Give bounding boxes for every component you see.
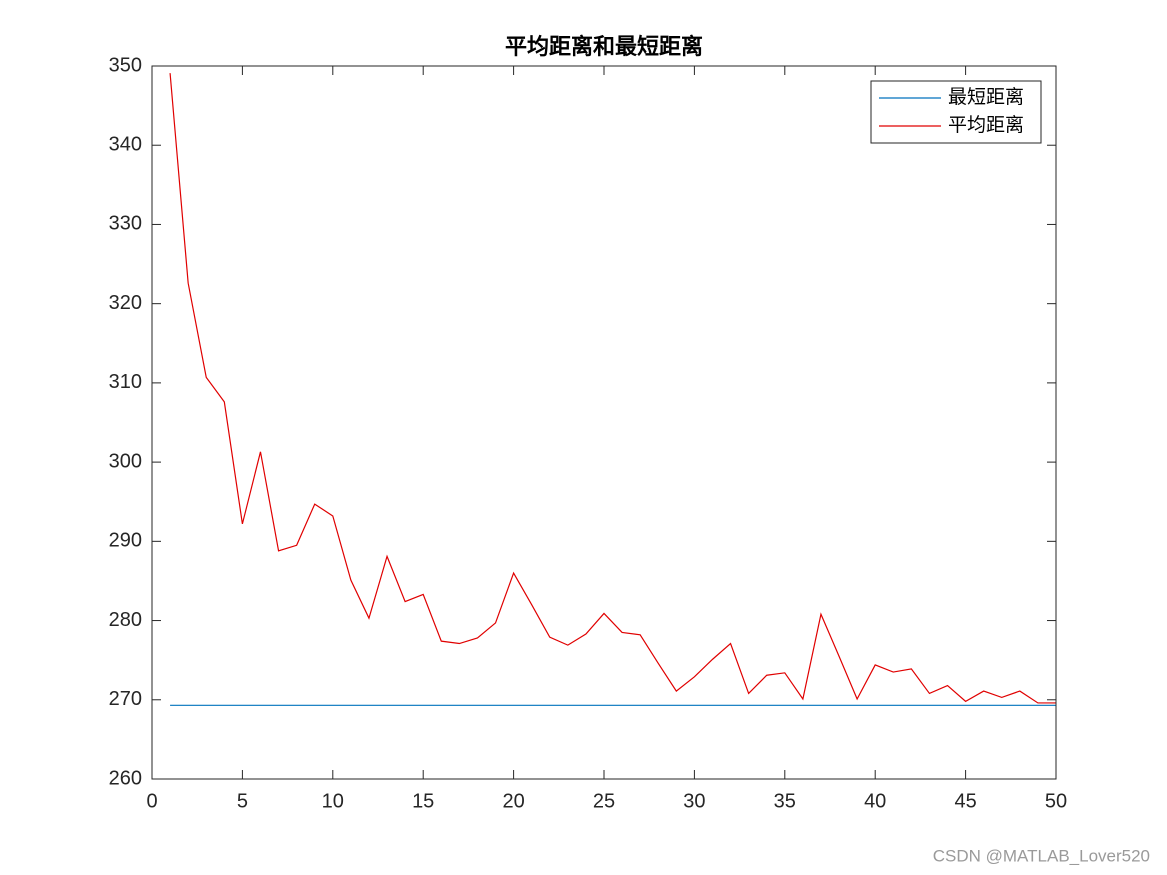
watermark: CSDN @MATLAB_Lover520 xyxy=(933,846,1150,865)
x-tick-label: 45 xyxy=(954,790,976,812)
legend-box xyxy=(870,80,1042,144)
y-tick-label: 270 xyxy=(109,688,142,710)
y-tick-label: 320 xyxy=(109,292,142,314)
x-tick-label: 0 xyxy=(146,790,157,812)
y-tick-label: 350 xyxy=(109,54,142,76)
y-tick-label: 300 xyxy=(109,450,142,472)
series-line xyxy=(169,73,1056,704)
axes-box xyxy=(151,65,1057,780)
x-tick-label: 20 xyxy=(502,790,524,812)
y-tick-label: 260 xyxy=(109,767,142,789)
y-tick-label: 310 xyxy=(109,371,142,393)
x-tick-label: 15 xyxy=(412,790,434,812)
x-tick-label: 35 xyxy=(774,790,796,812)
y-tick-label: 340 xyxy=(109,134,142,156)
x-tick-label: 5 xyxy=(237,790,248,812)
x-tick-label: 50 xyxy=(1045,790,1067,812)
chart-title: 平均距离和最短距离 xyxy=(505,34,703,59)
x-tick-label: 25 xyxy=(593,790,615,812)
x-tick-label: 40 xyxy=(864,790,886,812)
x-tick-label: 10 xyxy=(322,790,344,812)
y-tick-label: 290 xyxy=(109,530,142,552)
legend-label: 最短距离 xyxy=(948,86,1024,108)
y-tick-label: 330 xyxy=(109,213,142,235)
x-tick-label: 30 xyxy=(683,790,705,812)
legend-label: 平均距离 xyxy=(948,114,1024,136)
y-tick-label: 280 xyxy=(109,609,142,631)
